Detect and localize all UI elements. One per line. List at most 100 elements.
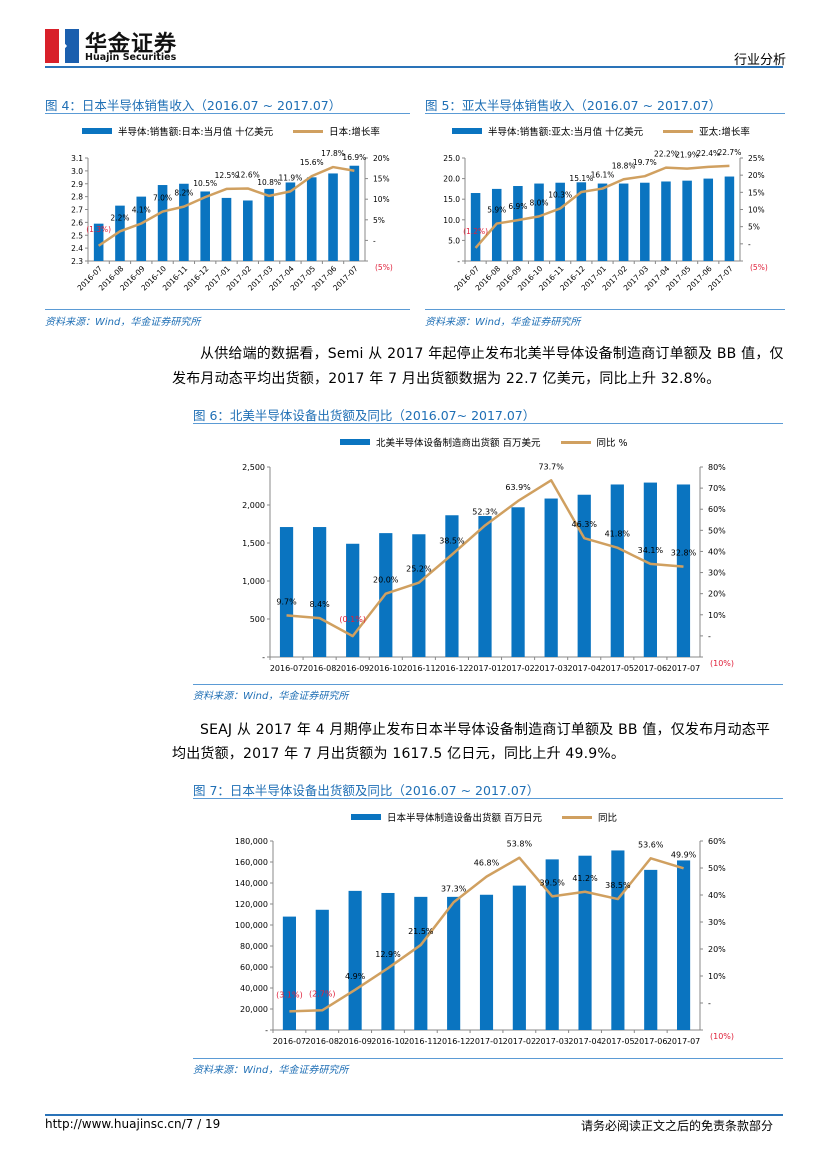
data-label: 41.2%	[572, 874, 598, 883]
right-tick-label: 10%	[708, 611, 726, 620]
fig6-chart: - 500 1,000 1,500 2,000 2,500 (10%) - 10% 20% 30% 4…	[242, 462, 734, 673]
right-tick-label: -	[373, 236, 376, 245]
fig4-title: 图 4：日本半导体销售收入（2016.07 ~ 2017.07）	[45, 98, 342, 113]
legend-bar-label: 北美半导体设备制造商出货额 百万美元	[376, 438, 541, 449]
right-tick-label: 15%	[373, 175, 390, 184]
bar	[221, 197, 232, 261]
data-label: 39.5%	[539, 878, 565, 887]
bar	[576, 182, 587, 261]
legend-line-swatch	[562, 815, 593, 819]
left-tick-label: 2,500	[242, 463, 265, 472]
data-label: 49.9%	[671, 850, 697, 859]
data-label: 21.5%	[408, 927, 434, 936]
fig7-source-rule	[193, 1058, 783, 1059]
fig7-chart: - 20,000 40,000 60,000 80,000 100,000 120,000 1…	[235, 837, 734, 1046]
x-tick-label: 2017-02	[501, 664, 534, 673]
fig7-title-rule	[193, 798, 783, 799]
legend-bar-swatch	[82, 128, 112, 134]
bar	[511, 507, 525, 657]
x-tick-label: 2017-04	[568, 664, 601, 673]
left-tick-label: 20,000	[240, 1005, 268, 1014]
right-tick-label: -	[748, 240, 751, 249]
bar	[93, 223, 104, 261]
data-label: 11.9%	[279, 173, 303, 182]
right-tick-label: 20%	[373, 154, 390, 163]
data-label: 18.8%	[612, 161, 636, 170]
right-tick-label: -	[708, 632, 711, 641]
bar	[682, 180, 692, 261]
left-tick-label: -	[457, 257, 460, 266]
right-tick-label: (5%)	[375, 263, 393, 272]
footer-url-page[interactable]: http://www.huajinsc.cn/7 / 19	[45, 1117, 221, 1131]
right-tick-label: (10%)	[710, 1032, 734, 1041]
data-label: 46.8%	[474, 859, 500, 868]
bar	[412, 534, 426, 657]
brand-en: Huajin Securities	[85, 52, 177, 63]
data-label: 53.6%	[638, 840, 664, 849]
fig4-legend: 半导体:销售额:日本:当月值 十亿美元 日本:增长率	[82, 124, 380, 138]
right-tick-label: 20%	[748, 171, 765, 180]
data-label: 34.1%	[638, 546, 664, 555]
data-label: 16.1%	[591, 171, 615, 180]
x-tick-label: 2017-01	[470, 1037, 503, 1046]
x-tick-label: 2016-10	[371, 1037, 404, 1046]
fig6-source-rule	[193, 684, 783, 685]
left-tick-label: 2.9	[71, 180, 83, 189]
data-label: (2.7%)	[309, 989, 336, 998]
x-tick-label: 2017-07	[667, 664, 700, 673]
left-tick-label: 20.0	[443, 175, 460, 184]
data-label: 8.2%	[174, 189, 193, 198]
right-tick-label: 10%	[373, 195, 390, 204]
bar	[179, 183, 189, 261]
bar	[661, 181, 671, 261]
bar	[479, 894, 494, 1030]
x-tick-label: 2017-02	[503, 1037, 536, 1046]
left-tick-label: 1,500	[242, 539, 265, 548]
fig7-legend: 日本半导体制造设备出货额 百万日元 同比	[351, 810, 617, 824]
left-tick-label: -	[262, 653, 265, 662]
data-label: 22.2%	[654, 150, 678, 159]
legend-line-swatch	[560, 440, 591, 444]
fig7-title: 图 7：日本半导体设备出货额及同比（2016.07 ~ 2017.07）	[193, 783, 540, 798]
x-tick-label: 2016-12	[435, 664, 468, 673]
legend-bar-swatch	[340, 439, 370, 445]
data-label: 7.0%	[153, 194, 172, 203]
data-label: 10.8%	[257, 178, 281, 187]
right-tick-label: 70%	[708, 484, 726, 493]
data-label: 12.9%	[375, 950, 401, 959]
fig7-source: 资料来源：Wind，华金证券研究所	[193, 1065, 349, 1076]
data-label: 4.1%	[132, 206, 151, 215]
x-tick-label: 2017-06	[634, 1037, 667, 1046]
fig6-source: 资料来源：Wind，华金证券研究所	[193, 691, 349, 702]
fig5-source: 资料来源：Wind，华金证券研究所	[425, 317, 581, 328]
data-label: (0.1%)	[339, 615, 366, 624]
data-label: 53.8%	[507, 840, 533, 849]
bar	[577, 494, 591, 657]
right-tick-label: 5%	[373, 216, 385, 225]
left-tick-label: 3.1	[71, 154, 83, 163]
x-tick-label: 2017-03	[535, 1037, 568, 1046]
bar	[544, 498, 558, 657]
right-tick-label: 5%	[748, 223, 760, 232]
data-label: 73.7%	[538, 462, 564, 471]
right-tick-label: 10%	[708, 972, 726, 981]
left-tick-label: 100,000	[235, 921, 268, 930]
x-tick-label: 2017-05	[601, 1037, 634, 1046]
bar	[349, 165, 360, 261]
fig6-title: 图 6：北美半导体设备出货额及同比（2016.07~ 2017.07）	[193, 408, 536, 423]
bar	[279, 527, 294, 657]
bar	[470, 193, 481, 261]
data-label: 22.4%	[696, 149, 720, 158]
bar	[644, 869, 658, 1030]
data-label: 32.8%	[671, 549, 697, 558]
paragraph-1-line-1: 从供给端的数据看，Semi 从 2017 年起停止发布北美半导体设备制造商订单额…	[200, 346, 784, 362]
legend-line-swatch	[293, 129, 324, 133]
x-tick-label: 2016-09	[336, 664, 369, 673]
right-tick-label: 40%	[708, 547, 726, 556]
left-tick-label: 15.0	[443, 195, 460, 204]
left-tick-label: -	[265, 1026, 268, 1035]
bar	[315, 909, 329, 1030]
fig4-chart: 2.3 2.4 2.5 2.6 2.7 2.8 2.9 3.0 3.1 (5%) - 5% 10% 15%…	[71, 149, 393, 293]
legend-line-label: 同比	[598, 813, 618, 824]
bar	[264, 188, 274, 261]
